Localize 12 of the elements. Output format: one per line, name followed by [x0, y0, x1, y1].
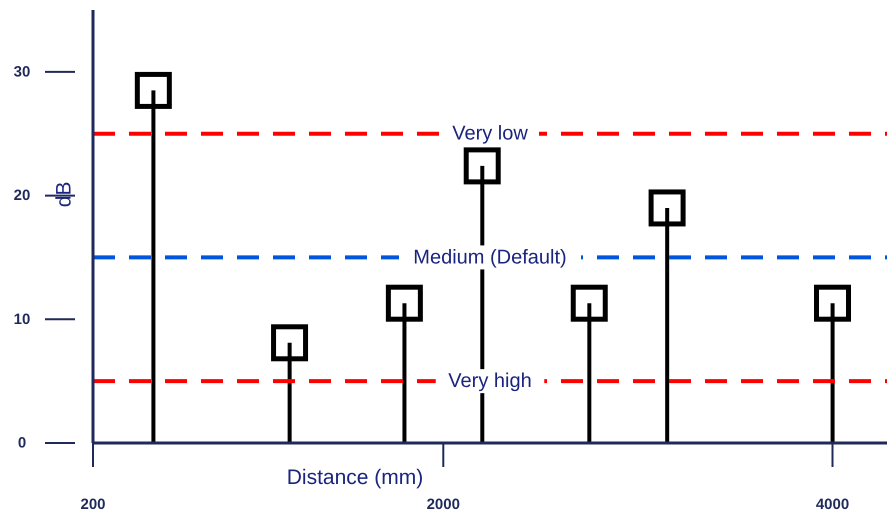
x-axis-title: Distance (mm) [286, 466, 424, 489]
ref-line-label: Very low [452, 122, 528, 145]
y-tick-label: 20 [14, 187, 30, 204]
ref-line-label: Very high [448, 370, 532, 392]
ref-line-label: Medium (Default) [413, 246, 567, 268]
x-tick-label: 200 [80, 496, 106, 513]
y-axis-title: dB [52, 182, 76, 208]
y-tick-label: 30 [14, 63, 30, 80]
x-tick-label: 2000 [426, 496, 460, 513]
y-tick-label: 10 [14, 310, 30, 328]
x-tick-label: 4000 [816, 496, 850, 513]
y-tick-label: 0 [18, 434, 26, 452]
